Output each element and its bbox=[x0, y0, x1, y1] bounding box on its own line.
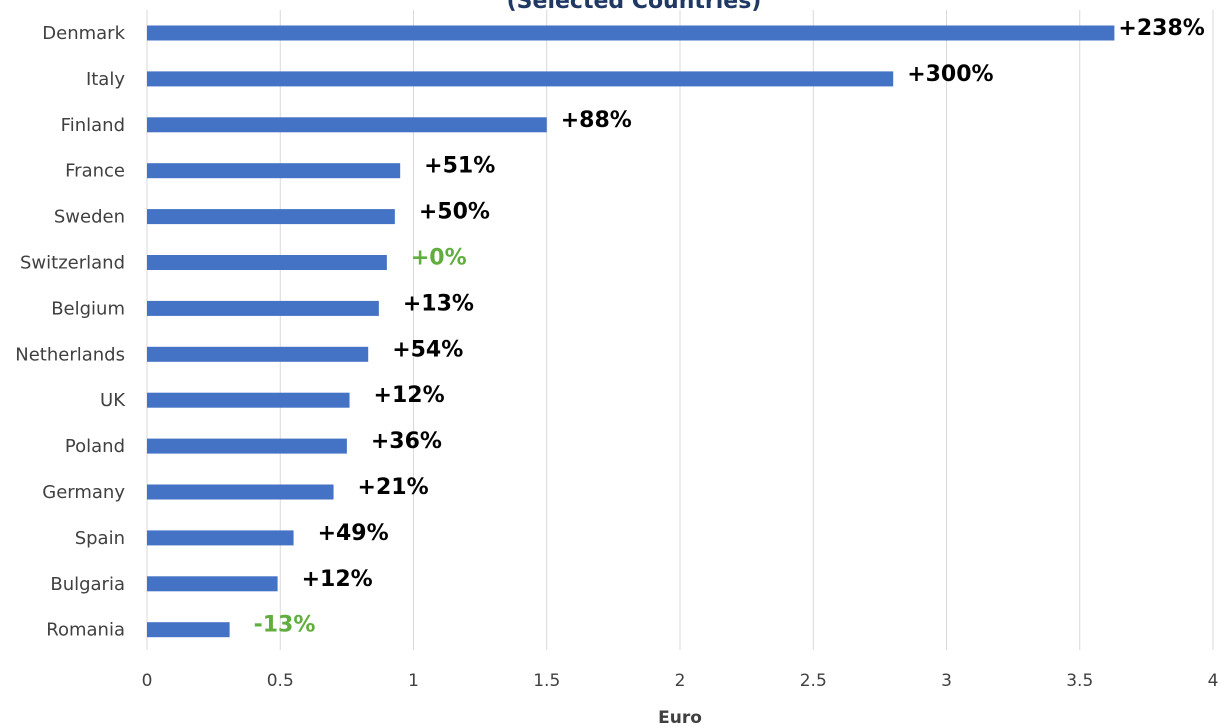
category-label: Italy bbox=[86, 69, 125, 90]
bar-belgium bbox=[147, 300, 379, 316]
category-label: Germany bbox=[42, 482, 125, 503]
chart-title: (Selected Countries) bbox=[507, 0, 762, 14]
bar-france bbox=[147, 163, 401, 179]
change-labels: +238% +300% +88% +51% +50% +0% +13% +54% +12% +36… bbox=[254, 16, 1205, 638]
category-label: France bbox=[65, 161, 125, 182]
bar-uk bbox=[147, 392, 350, 408]
bar-poland bbox=[147, 438, 347, 454]
bars bbox=[147, 25, 1115, 638]
category-labels: Denmark Italy Finland France Sweden Switzerla… bbox=[15, 23, 126, 641]
category-label: Denmark bbox=[42, 23, 125, 44]
change-label: +36% bbox=[371, 429, 442, 454]
bar-netherlands bbox=[147, 346, 369, 362]
x-tick-labels: 0 0.5 1 1.5 2 2.5 3 3.5 4 bbox=[142, 671, 1219, 691]
x-axis-title: Euro bbox=[658, 708, 702, 727]
x-tick-label: 3 bbox=[941, 671, 952, 691]
bar-italy bbox=[147, 71, 894, 87]
change-label: +300% bbox=[907, 62, 993, 87]
change-label: -13% bbox=[254, 613, 316, 638]
bar-romania bbox=[147, 622, 230, 638]
category-label: Sweden bbox=[54, 207, 125, 228]
category-label: Belgium bbox=[51, 298, 125, 319]
bar-switzerland bbox=[147, 255, 387, 270]
change-label: +12% bbox=[302, 567, 373, 592]
change-label: +51% bbox=[424, 154, 495, 179]
change-label: +12% bbox=[374, 383, 445, 408]
x-tick-label: 3.5 bbox=[1066, 671, 1093, 691]
change-label: +238% bbox=[1118, 16, 1204, 41]
x-tick-label: 0.5 bbox=[267, 671, 294, 691]
category-label: Bulgaria bbox=[50, 574, 125, 595]
x-tick-label: 2 bbox=[675, 671, 686, 691]
bar-germany bbox=[147, 484, 334, 500]
category-label: Spain bbox=[75, 528, 125, 549]
change-label: +50% bbox=[419, 200, 490, 225]
x-tick-label: 1 bbox=[408, 671, 419, 691]
x-tick-label: 1.5 bbox=[533, 671, 560, 691]
bar-bulgaria bbox=[147, 576, 278, 592]
bar-finland bbox=[147, 117, 547, 133]
x-tick-label: 2.5 bbox=[800, 671, 827, 691]
x-tick-label: 4 bbox=[1208, 671, 1219, 691]
change-label: +13% bbox=[403, 291, 474, 316]
bar-spain bbox=[147, 530, 294, 546]
bar-denmark bbox=[147, 25, 1115, 41]
category-label: Switzerland bbox=[20, 253, 125, 274]
bar-sweden bbox=[147, 209, 395, 225]
change-label: +54% bbox=[392, 337, 463, 362]
x-tick-label: 0 bbox=[142, 671, 153, 691]
category-label: Netherlands bbox=[15, 344, 125, 365]
change-label: +88% bbox=[561, 108, 632, 133]
category-label: Finland bbox=[61, 115, 125, 136]
change-label: +49% bbox=[318, 521, 389, 546]
category-label: Poland bbox=[65, 436, 125, 457]
change-label: +21% bbox=[358, 475, 429, 500]
grid-lines bbox=[146, 10, 1214, 650]
category-label: Romania bbox=[46, 620, 125, 641]
category-label: UK bbox=[100, 390, 126, 411]
change-label: +0% bbox=[411, 246, 467, 271]
